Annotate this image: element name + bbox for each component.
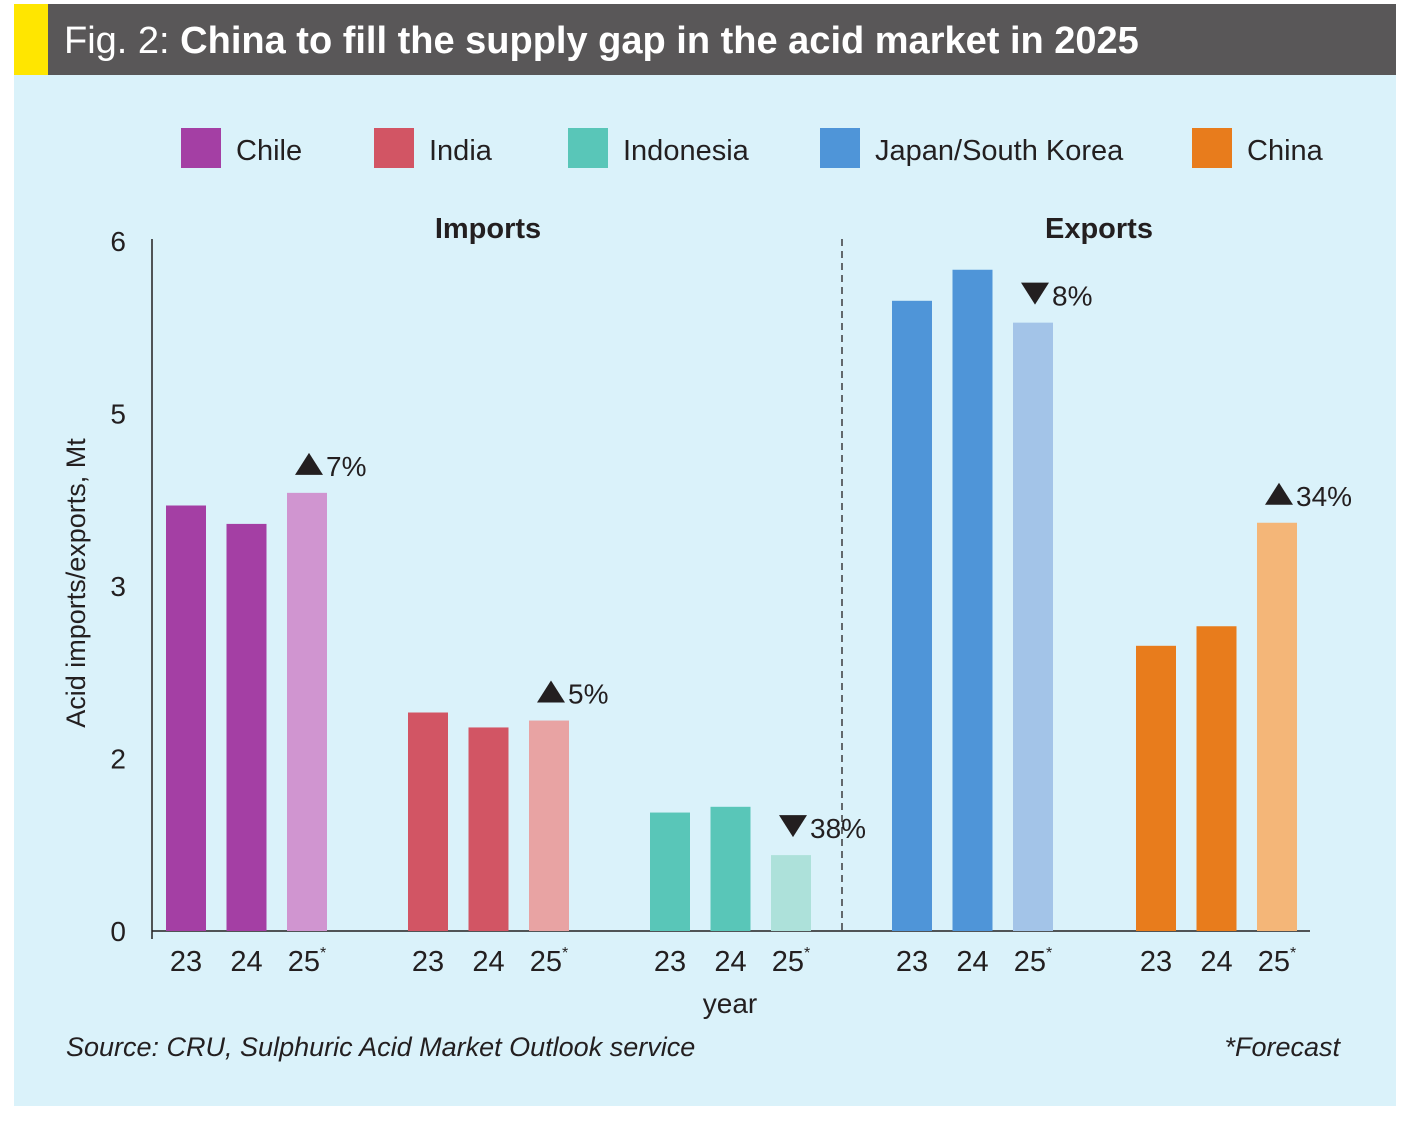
bar-chile-24 xyxy=(226,523,267,931)
legend-label-china: China xyxy=(1247,135,1324,167)
legend-label-chile: Chile xyxy=(236,135,302,167)
bar-indonesia-23 xyxy=(650,812,690,931)
bar-chile-25 xyxy=(287,492,327,931)
bar-indonesia-25 xyxy=(771,855,811,931)
chart-panel: 0 2 3 5 6 Acid imports/exports, Mt Imports Expo… xyxy=(14,75,1396,1106)
x-tick-label: 25* xyxy=(772,945,811,978)
bar-japan-south-korea-25 xyxy=(1013,322,1053,931)
x-tick-label: 23 xyxy=(1140,946,1172,978)
change-label-japan-south-korea: 8% xyxy=(1052,281,1092,312)
bar-india-25 xyxy=(529,720,569,931)
down-arrow-icon xyxy=(1021,282,1049,305)
y-tick-label: 6 xyxy=(110,226,126,257)
legend-swatch-india xyxy=(374,128,414,168)
legend-label-japan-south-korea: Japan/South Korea xyxy=(875,135,1124,167)
down-arrow-icon xyxy=(779,815,807,838)
x-tick-label: 23 xyxy=(170,946,202,978)
x-tick-label: 23 xyxy=(896,946,928,978)
bar-india-23 xyxy=(408,712,448,931)
figure-title-text: China to fill the supply gap in the acid… xyxy=(180,20,1139,62)
bar-japan-south-korea-23 xyxy=(892,300,932,931)
bar-india-24 xyxy=(468,727,509,931)
figure-title: Fig. 2: China to fill the supply gap in … xyxy=(64,4,1139,75)
y-tick-label: 0 xyxy=(110,916,126,947)
x-tick-label: 24 xyxy=(230,946,262,978)
bar-china-24 xyxy=(1196,626,1237,931)
forecast-footnote: *Forecast xyxy=(1224,1032,1341,1062)
legend-label-india: India xyxy=(429,135,493,167)
figure-header: Fig. 2: China to fill the supply gap in … xyxy=(14,4,1396,75)
change-label-india: 5% xyxy=(568,679,608,710)
x-tick-label: 25* xyxy=(1014,945,1053,978)
up-arrow-icon xyxy=(295,452,323,475)
y-axis-label: Acid imports/exports, Mt xyxy=(61,438,91,728)
legend-swatch-indonesia xyxy=(568,128,608,168)
header-accent-bar xyxy=(14,4,48,75)
legend-swatch-japan-south-korea xyxy=(820,128,860,168)
change-label-indonesia: 38% xyxy=(810,813,866,844)
panel-label-imports: Imports xyxy=(435,213,541,245)
x-tick-label: 24 xyxy=(956,946,988,978)
x-axis-label: year xyxy=(703,988,757,1019)
legend-swatch-chile xyxy=(181,128,221,168)
y-tick-label: 3 xyxy=(110,571,126,602)
x-tick-label: 25* xyxy=(1258,945,1297,978)
bar-japan-south-korea-24 xyxy=(952,269,993,931)
x-tick-label: 23 xyxy=(654,946,686,978)
bar-china-23 xyxy=(1136,645,1176,931)
bar-indonesia-24 xyxy=(710,806,751,931)
bar-china-25 xyxy=(1257,522,1297,931)
legend-label-indonesia: Indonesia xyxy=(623,135,750,167)
y-tick-label: 2 xyxy=(110,744,126,775)
x-tick-label: 24 xyxy=(714,946,746,978)
change-label-chile: 7% xyxy=(326,451,366,482)
legend-swatch-china xyxy=(1192,128,1232,168)
x-tick-label: 25* xyxy=(530,945,569,978)
x-tick-label: 24 xyxy=(472,946,504,978)
up-arrow-icon xyxy=(537,680,565,703)
panel-label-exports: Exports xyxy=(1045,213,1153,245)
up-arrow-icon xyxy=(1265,482,1293,505)
bar-chile-23 xyxy=(166,505,206,931)
figure-number: Fig. 2: xyxy=(64,20,170,62)
x-tick-label: 24 xyxy=(1200,946,1232,978)
y-tick-label: 5 xyxy=(110,399,126,430)
change-label-china: 34% xyxy=(1296,481,1352,512)
x-tick-label: 23 xyxy=(412,946,444,978)
x-tick-label: 25* xyxy=(288,945,327,978)
source-note: Source: CRU, Sulphuric Acid Market Outlo… xyxy=(66,1032,695,1062)
